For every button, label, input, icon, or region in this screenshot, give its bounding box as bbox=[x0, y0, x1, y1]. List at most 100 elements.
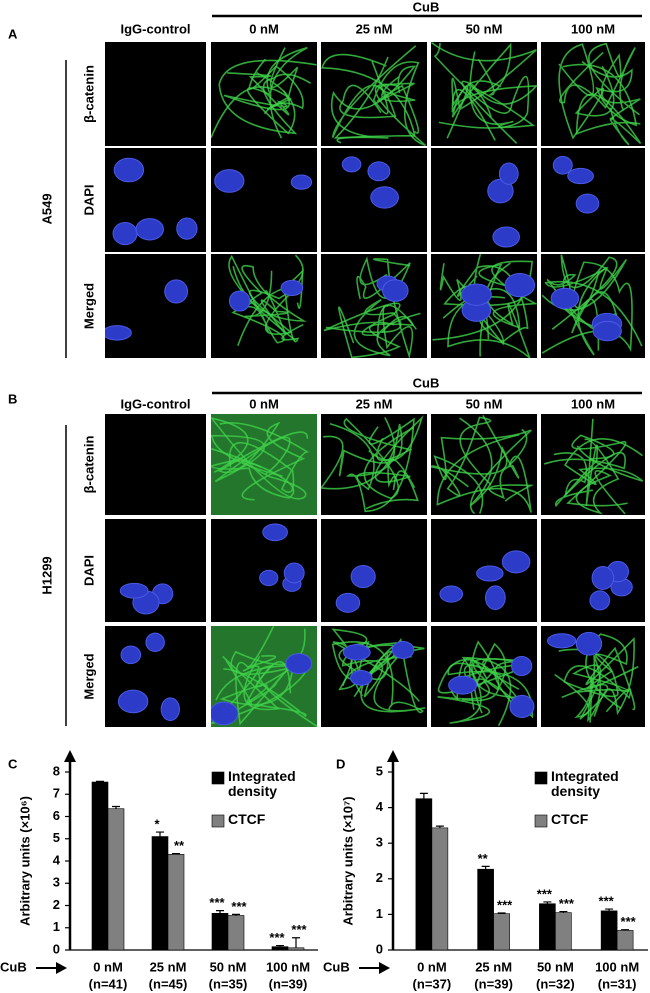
micrograph-detail bbox=[331, 628, 426, 714]
membrane bbox=[219, 653, 307, 717]
micrograph-detail bbox=[341, 156, 399, 209]
micrograph-detail bbox=[214, 169, 313, 193]
x-prefix: CuB bbox=[323, 959, 350, 974]
nucleus bbox=[476, 565, 504, 582]
panel-label: B bbox=[8, 391, 17, 406]
nucleus bbox=[439, 585, 464, 603]
micrograph-detail bbox=[321, 45, 426, 146]
error-bar bbox=[216, 910, 224, 914]
x-prefix-arrow-head bbox=[379, 962, 390, 974]
bar bbox=[107, 808, 125, 951]
nucleus bbox=[285, 653, 313, 675]
nucleus bbox=[342, 644, 371, 661]
y-tick-label: 0 bbox=[53, 941, 60, 956]
y-tick-label: 5 bbox=[376, 763, 383, 778]
nucleus bbox=[262, 523, 288, 542]
micrograph bbox=[105, 42, 206, 146]
membrane bbox=[331, 65, 417, 144]
bar bbox=[600, 910, 618, 951]
micrograph-detail bbox=[323, 256, 421, 358]
membrane bbox=[371, 61, 426, 146]
significance: *** bbox=[291, 922, 307, 937]
micrograph bbox=[105, 254, 206, 358]
micrograph-detail bbox=[437, 640, 535, 727]
nucleus bbox=[119, 582, 149, 599]
membrane bbox=[373, 258, 414, 358]
micrograph-detail bbox=[211, 46, 317, 139]
legend-entry: Integrated density bbox=[551, 769, 619, 799]
nucleus bbox=[280, 279, 304, 297]
significance: ** bbox=[478, 851, 489, 866]
legend-swatch bbox=[211, 771, 225, 785]
membrane bbox=[211, 47, 299, 139]
y-tick-label: 4 bbox=[376, 799, 384, 814]
nucleus bbox=[484, 585, 506, 611]
y-tick-label: 3 bbox=[376, 835, 383, 850]
nucleus bbox=[511, 655, 533, 677]
group-label: CuB bbox=[413, 0, 440, 14]
row-label: Merged bbox=[81, 653, 96, 699]
membrane bbox=[329, 415, 424, 491]
error-bar bbox=[559, 910, 568, 913]
row-label: Merged bbox=[81, 283, 96, 329]
nucleus bbox=[335, 592, 361, 613]
group-label: CuB bbox=[413, 375, 440, 390]
significance: *** bbox=[621, 914, 637, 929]
micrograph-detail bbox=[558, 42, 642, 146]
membrane bbox=[432, 260, 537, 341]
bar bbox=[151, 836, 169, 951]
x-tick-note: (n=41) bbox=[89, 976, 128, 991]
nucleus bbox=[391, 640, 415, 659]
membrane bbox=[551, 254, 618, 330]
significance: *** bbox=[559, 896, 575, 911]
membrane bbox=[376, 76, 420, 134]
y-tick-label: 3 bbox=[53, 875, 60, 890]
y-tick-label: 2 bbox=[53, 897, 60, 912]
bar bbox=[539, 903, 556, 951]
nucleus bbox=[498, 162, 519, 185]
micrograph-detail bbox=[259, 523, 305, 592]
micrograph-detail bbox=[335, 565, 376, 613]
nucleus bbox=[547, 633, 577, 649]
x-tick-label: 50 nM bbox=[537, 959, 574, 974]
membrane bbox=[575, 438, 626, 515]
bar bbox=[227, 915, 245, 951]
micrograph bbox=[321, 42, 427, 146]
y-tick-label: 8 bbox=[53, 763, 60, 778]
membrane bbox=[585, 637, 636, 717]
error-bar bbox=[605, 908, 614, 911]
membrane bbox=[447, 262, 531, 358]
x-tick-note: (n=32) bbox=[536, 976, 575, 991]
x-tick-note: (n=39) bbox=[269, 976, 308, 991]
bar bbox=[555, 912, 572, 951]
legend-text-box: CTCF bbox=[228, 812, 265, 827]
micrograph-detail bbox=[543, 418, 644, 515]
significance: *** bbox=[269, 930, 285, 945]
micrograph-detail bbox=[541, 254, 643, 356]
significance: *** bbox=[537, 886, 553, 901]
x-tick-label: 0 nM bbox=[417, 959, 447, 974]
membrane bbox=[343, 417, 415, 500]
nucleus bbox=[290, 174, 313, 190]
membrane bbox=[431, 42, 537, 139]
column-label: 50 nM bbox=[466, 396, 503, 411]
y-axis-arrow bbox=[387, 750, 399, 762]
y-tick-label: 4 bbox=[53, 852, 61, 867]
legend-text-box: Integrated density bbox=[551, 769, 619, 799]
legend-text-box: CTCF bbox=[551, 812, 588, 827]
micrograph bbox=[321, 626, 427, 727]
micrograph-detail bbox=[431, 42, 537, 144]
error-bar bbox=[435, 825, 444, 828]
micrograph-detail bbox=[431, 415, 535, 515]
nucleus bbox=[592, 320, 622, 342]
cell-line-label: H1299 bbox=[39, 556, 54, 594]
y-tick-label: 0 bbox=[376, 941, 383, 956]
membrane bbox=[219, 654, 291, 726]
legend-swatch bbox=[211, 814, 225, 828]
nucleus bbox=[117, 689, 149, 714]
nucleus bbox=[504, 272, 536, 298]
nucleus bbox=[105, 325, 132, 341]
micrograph bbox=[431, 148, 537, 252]
membrane bbox=[356, 256, 411, 300]
y-tick-label: 5 bbox=[53, 830, 60, 845]
